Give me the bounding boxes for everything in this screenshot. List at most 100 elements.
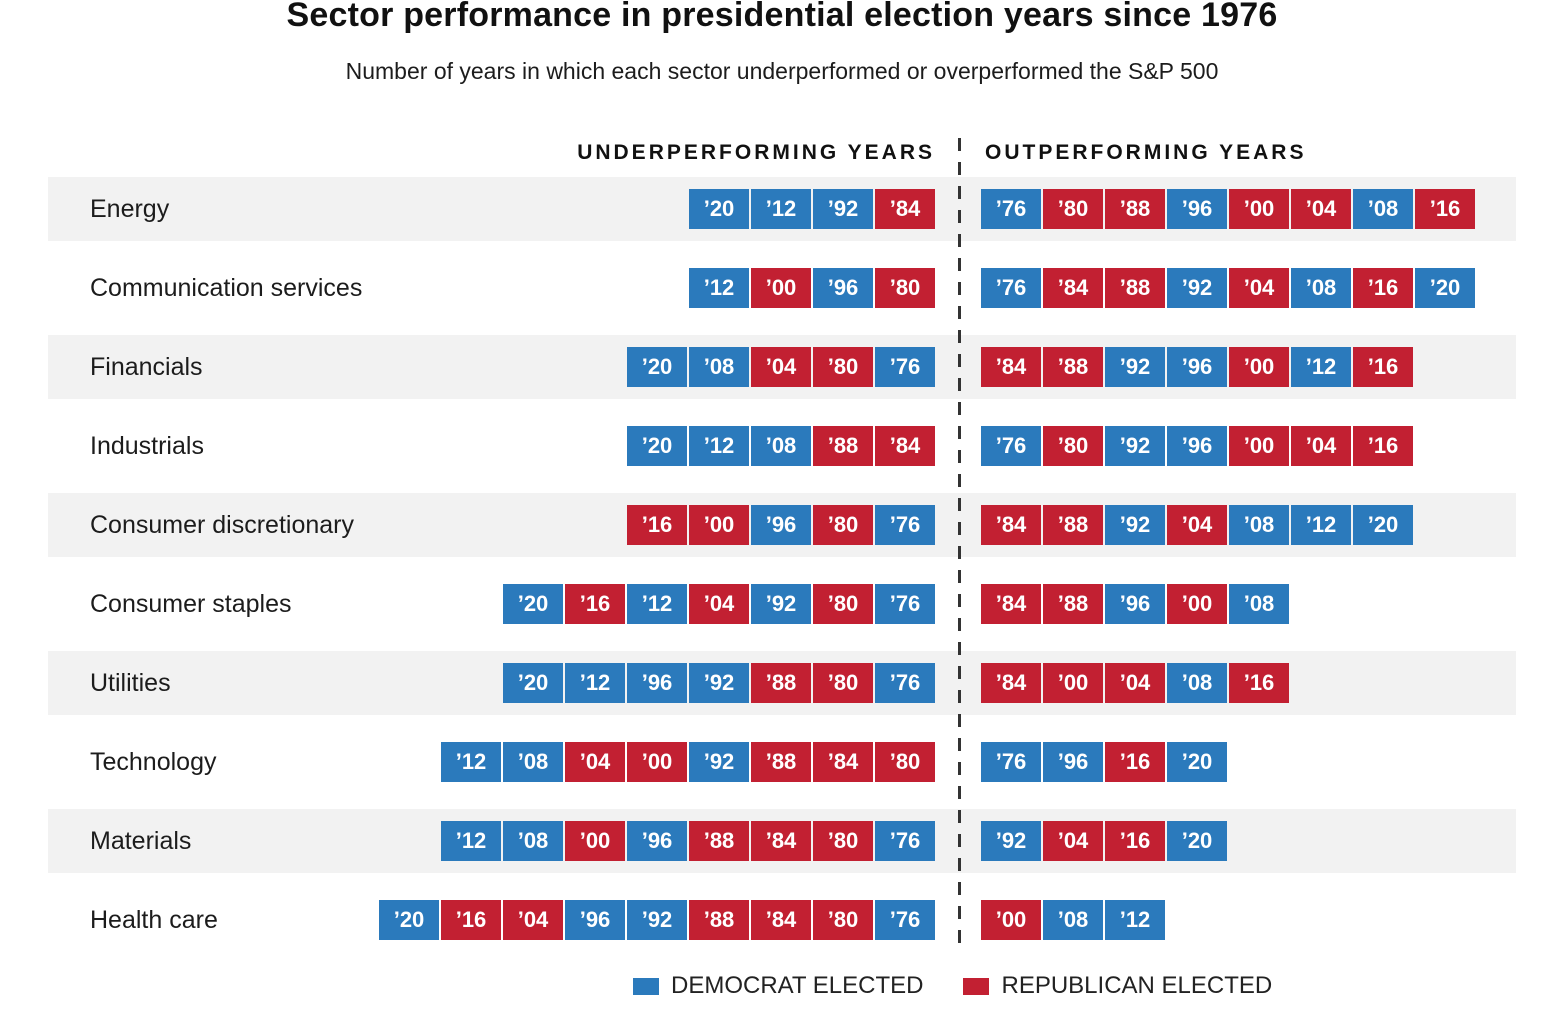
year-tile-08-under: ’08 — [751, 426, 811, 466]
sector-label: Technology — [90, 748, 217, 776]
year-tile-20-under: ’20 — [627, 347, 687, 387]
sector-label: Consumer staples — [90, 590, 292, 618]
sector-row: Industrials ’20’12’08’88’84’76’80’92’96’0… — [48, 414, 1516, 478]
year-tile-04-out: ’04 — [1291, 426, 1351, 466]
year-tile-88-under: ’88 — [689, 821, 749, 861]
year-tile-00-out: ’00 — [1229, 426, 1289, 466]
year-tile-16-out: ’16 — [1105, 742, 1165, 782]
year-tile-12-under: ’12 — [689, 426, 749, 466]
year-tile-76-under: ’76 — [875, 347, 935, 387]
year-tile-96-under: ’96 — [813, 268, 873, 308]
year-tile-96-out: ’96 — [1167, 189, 1227, 229]
year-tile-88-under: ’88 — [813, 426, 873, 466]
sector-rows: Energy ’20’12’92’84’76’80’88’96’00’04’08’… — [48, 177, 1516, 967]
year-tile-00-out: ’00 — [981, 900, 1041, 940]
year-tile-12-out: ’12 — [1105, 900, 1165, 940]
year-tile-20-out: ’20 — [1353, 505, 1413, 545]
year-tile-04-out: ’04 — [1105, 663, 1165, 703]
year-tile-08-out: ’08 — [1043, 900, 1103, 940]
year-tile-84-under: ’84 — [875, 189, 935, 229]
year-tile-04-under: ’04 — [503, 900, 563, 940]
outperforming-tiles: ’84’88’96’00’08 — [981, 584, 1289, 624]
year-tile-80-under: ’80 — [813, 663, 873, 703]
sector-row: Health care ’20’16’04’96’92’88’84’80’76’0… — [48, 888, 1516, 952]
sector-label: Communication services — [90, 274, 363, 302]
year-tile-88-out: ’88 — [1043, 347, 1103, 387]
column-header-outperforming: OUTPERFORMING YEARS — [985, 141, 1307, 164]
underperforming-tiles: ’12’08’04’00’92’88’84’80 — [441, 742, 935, 782]
sector-label: Materials — [90, 827, 192, 855]
year-tile-88-out: ’88 — [1105, 189, 1165, 229]
sector-label: Health care — [90, 906, 218, 934]
year-tile-80-out: ’80 — [1043, 426, 1103, 466]
year-tile-84-under: ’84 — [751, 821, 811, 861]
year-tile-20-out: ’20 — [1415, 268, 1475, 308]
year-tile-96-out: ’96 — [1167, 347, 1227, 387]
year-tile-20-under: ’20 — [689, 189, 749, 229]
year-tile-76-out: ’76 — [981, 426, 1041, 466]
outperforming-tiles: ’76’96’16’20 — [981, 742, 1227, 782]
center-divider-dashed-line — [958, 138, 961, 948]
outperforming-tiles: ’00’08’12 — [981, 900, 1165, 940]
outperforming-tiles: ’76’84’88’92’04’08’16’20 — [981, 268, 1475, 308]
year-tile-96-out: ’96 — [1105, 584, 1165, 624]
sector-label: Utilities — [90, 669, 171, 697]
underperforming-tiles: ’12’08’00’96’88’84’80’76 — [441, 821, 935, 861]
sector-label: Financials — [90, 353, 203, 381]
chart-subtitle: Number of years in which each sector und… — [345, 58, 1219, 84]
year-tile-08-under: ’08 — [503, 742, 563, 782]
year-tile-08-out: ’08 — [1353, 189, 1413, 229]
year-tile-00-out: ’00 — [1043, 663, 1103, 703]
year-tile-20-out: ’20 — [1167, 821, 1227, 861]
year-tile-88-under: ’88 — [751, 742, 811, 782]
underperforming-tiles: ’20’16’04’96’92’88’84’80’76 — [379, 900, 935, 940]
year-tile-96-under: ’96 — [751, 505, 811, 545]
year-tile-92-out: ’92 — [1167, 268, 1227, 308]
year-tile-92-under: ’92 — [689, 742, 749, 782]
year-tile-84-under: ’84 — [751, 900, 811, 940]
year-tile-16-under: ’16 — [441, 900, 501, 940]
year-tile-80-under: ’80 — [875, 742, 935, 782]
year-tile-92-under: ’92 — [627, 900, 687, 940]
year-tile-00-under: ’00 — [627, 742, 687, 782]
year-tile-00-out: ’00 — [1167, 584, 1227, 624]
year-tile-12-under: ’12 — [441, 821, 501, 861]
year-tile-88-out: ’88 — [1105, 268, 1165, 308]
legend-swatch-republican — [963, 977, 990, 995]
year-tile-80-under: ’80 — [813, 347, 873, 387]
year-tile-88-under: ’88 — [751, 663, 811, 703]
year-tile-16-out: ’16 — [1105, 821, 1165, 861]
underperforming-tiles: ’20’16’12’04’92’80’76 — [503, 584, 935, 624]
year-tile-16-out: ’16 — [1415, 189, 1475, 229]
year-tile-08-out: ’08 — [1229, 584, 1289, 624]
year-tile-84-out: ’84 — [981, 584, 1041, 624]
sector-row: Consumer discretionary ’16’00’96’80’76 ’84… — [48, 493, 1516, 557]
underperforming-tiles: ’16’00’96’80’76 — [627, 505, 935, 545]
legend: DEMOCRAT ELECTED REPUBLICAN ELECTED — [633, 971, 1272, 1001]
year-tile-80-under: ’80 — [875, 268, 935, 308]
year-tile-80-under: ’80 — [813, 821, 873, 861]
year-tile-96-out: ’96 — [1167, 426, 1227, 466]
year-tile-92-under: ’92 — [813, 189, 873, 229]
year-tile-80-out: ’80 — [1043, 189, 1103, 229]
year-tile-12-under: ’12 — [565, 663, 625, 703]
year-tile-04-out: ’04 — [1167, 505, 1227, 545]
year-tile-76-out: ’76 — [981, 742, 1041, 782]
legend-label-democrat: DEMOCRAT ELECTED — [671, 972, 924, 999]
year-tile-04-under: ’04 — [565, 742, 625, 782]
sector-row: Communication services ’12’00’96’80 ’76’84… — [48, 256, 1516, 320]
year-tile-92-under: ’92 — [689, 663, 749, 703]
year-tile-84-out: ’84 — [981, 505, 1041, 545]
year-tile-16-under: ’16 — [565, 584, 625, 624]
year-tile-16-out: ’16 — [1353, 426, 1413, 466]
year-tile-96-out: ’96 — [1043, 742, 1103, 782]
year-tile-00-out: ’00 — [1229, 347, 1289, 387]
year-tile-16-out: ’16 — [1229, 663, 1289, 703]
year-tile-04-under: ’04 — [689, 584, 749, 624]
year-tile-76-under: ’76 — [875, 584, 935, 624]
sector-row: Energy ’20’12’92’84’76’80’88’96’00’04’08’… — [48, 177, 1516, 241]
year-tile-08-out: ’08 — [1291, 268, 1351, 308]
year-tile-76-out: ’76 — [981, 189, 1041, 229]
underperforming-tiles: ’20’12’08’88’84 — [627, 426, 935, 466]
year-tile-00-under: ’00 — [751, 268, 811, 308]
